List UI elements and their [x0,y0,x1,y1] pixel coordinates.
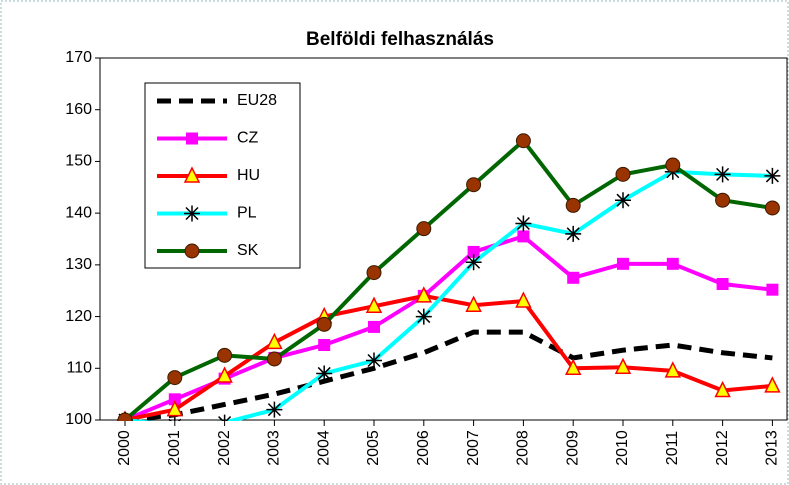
point [365,296,383,313]
legend-label: HU [237,167,260,184]
x-tick-label: 2005 [365,430,382,466]
point [565,197,581,213]
point [615,192,631,209]
point [168,393,181,406]
point [216,366,233,383]
point [665,157,681,173]
point [715,192,731,208]
legend-label: EU28 [237,92,277,109]
point [515,133,531,149]
point [415,286,433,303]
x-tick-label: 2003 [266,430,283,466]
point [617,257,629,270]
point [318,339,331,352]
point [517,230,530,243]
series-group [117,133,781,421]
x-tick-label: 2007 [465,430,482,466]
x-tick-label: 2009 [564,430,581,466]
point [666,257,679,270]
point [615,166,631,182]
y-tick-label: 150 [65,153,92,170]
point [465,254,482,271]
point [416,221,432,237]
y-tick-label: 110 [66,360,92,377]
x-tick-label: 2006 [415,430,432,466]
legend-marker [183,166,201,183]
point [664,361,682,378]
x-tick-label: 2013 [764,430,781,466]
y-tick-label: 100 [65,411,92,428]
x-tick-label: 2000 [116,430,133,466]
x-tick-label: 2004 [315,430,332,466]
point [266,351,282,367]
series-line [123,137,773,421]
series-line [124,169,773,421]
legend-marker [184,205,200,222]
point [366,352,382,369]
point [316,365,333,382]
point [614,357,632,375]
point [217,347,233,363]
point [515,291,532,308]
point [764,200,780,216]
point [714,166,731,183]
legend-label: CZ [237,130,259,147]
point [466,177,482,193]
x-tick-label: 2010 [614,430,631,466]
y-tick-label: 140 [65,204,92,221]
point [266,401,283,418]
point [515,215,532,232]
point [266,332,283,350]
point [366,265,382,281]
point [167,370,183,386]
point [764,376,781,393]
point [117,412,133,421]
y-tick-label: 130 [65,256,92,273]
legend-label: SK [237,242,259,259]
point [766,283,779,296]
legend-marker [184,243,200,259]
x-tick-label: 2011 [664,431,681,466]
y-tick-label: 120 [65,308,92,325]
x-tick-label: 2008 [515,430,532,466]
series-line [124,293,773,421]
chart-title: Belföldi felhasználás [306,29,494,50]
point [415,308,432,325]
x-tick-label: 2002 [216,430,233,466]
point [467,245,480,258]
point [567,271,580,284]
point [565,225,582,242]
legend-label: PL [237,205,257,222]
point [368,320,380,333]
point [714,380,731,398]
x-tick-label: 2001 [166,430,183,466]
point [316,316,332,332]
point [166,399,184,417]
point [716,277,729,290]
series-line [124,329,773,421]
series-line [124,234,773,421]
point [764,167,781,184]
x-tick-label: 2012 [714,430,731,466]
y-tick-label: 170 [65,49,92,66]
legend-marker [186,132,198,145]
point [564,358,582,376]
y-tick-label: 160 [65,101,92,118]
point [465,295,482,312]
